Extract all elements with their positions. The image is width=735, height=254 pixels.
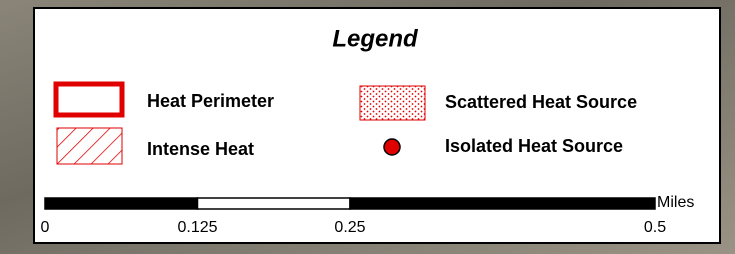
hatch-swatch: [57, 128, 122, 164]
dots-swatch: [360, 86, 425, 120]
scale-unit: Miles: [657, 194, 694, 211]
perimeter-swatch: [56, 84, 122, 115]
scale-segment: [45, 198, 198, 209]
legend-title: Legend: [332, 25, 419, 52]
legend-label: Scattered Heat Source: [445, 92, 637, 112]
scale-segment: [198, 198, 351, 209]
scale-tick-label: 0.25: [334, 219, 365, 236]
scale-tick-label: 0.125: [177, 219, 217, 236]
legend-label: Isolated Heat Source: [445, 136, 623, 156]
scale-tick-label: 0: [41, 219, 50, 236]
legend-label: Intense Heat: [147, 139, 254, 159]
scale-tick-label: 0.5: [644, 219, 666, 236]
legend-label: Heat Perimeter: [147, 91, 274, 111]
point-swatch: [384, 139, 400, 155]
scale-segment: [350, 198, 655, 209]
legend-panel: Legend Heat Perimeter Intense Heat Scatt…: [0, 0, 735, 254]
